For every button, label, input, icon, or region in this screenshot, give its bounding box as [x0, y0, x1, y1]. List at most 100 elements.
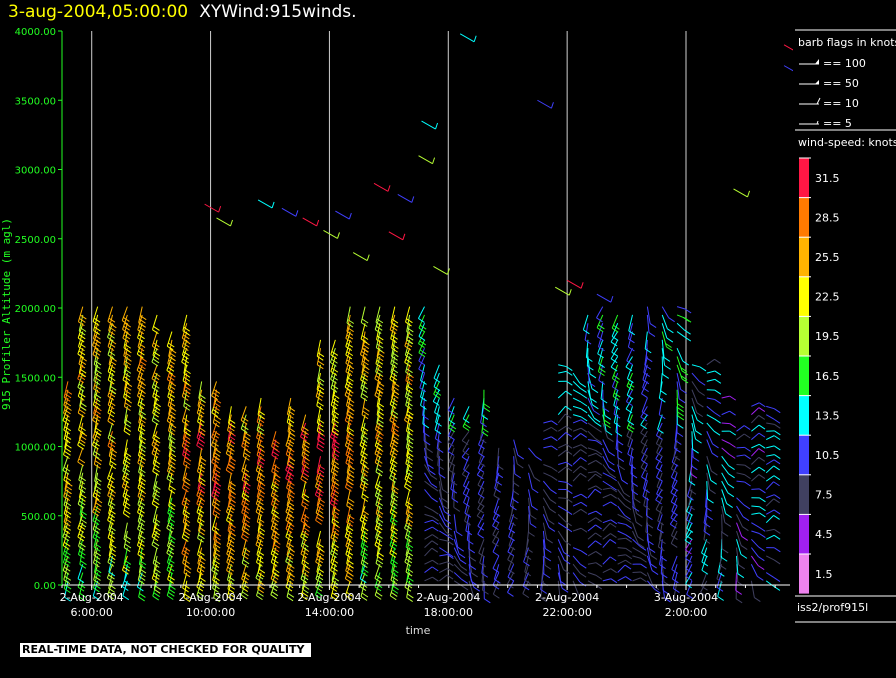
wind-barb — [751, 475, 765, 482]
wind-barb — [558, 539, 570, 556]
wind-barb — [558, 381, 572, 385]
y-axis: 0.00500.001000.001500.002000.002500.0030… — [15, 27, 62, 592]
wind-barb — [766, 581, 780, 591]
wind-barb — [425, 506, 439, 514]
barb-legend-label: == 50 — [823, 77, 859, 90]
speed-bin-swatch — [799, 158, 809, 198]
y-tick-label: 2500.00 — [15, 235, 56, 246]
wind-barb — [558, 489, 572, 493]
x-tick-time: 10:00:00 — [186, 606, 235, 619]
wind-barb — [766, 446, 780, 450]
wind-barb — [139, 581, 146, 601]
wind-barb — [301, 506, 309, 525]
wind-barb — [573, 458, 586, 465]
wind-barb — [588, 573, 602, 580]
x-tick-time: 22:00:00 — [542, 606, 591, 619]
speed-bin-label: 28.5 — [815, 211, 840, 224]
wind-barb — [751, 403, 765, 407]
x-tick-time: 2:00:00 — [665, 606, 707, 619]
wind-barb — [766, 460, 780, 465]
wind-barb — [212, 481, 220, 499]
wind-barb — [611, 332, 618, 346]
x-axis-label: time — [406, 624, 431, 637]
wind-barb — [751, 433, 765, 439]
wind-barb — [751, 523, 765, 532]
wind-barb — [425, 514, 439, 520]
wind-barb — [258, 573, 266, 593]
wind-barb — [425, 535, 439, 540]
wind-barb — [588, 533, 602, 539]
wind-barb — [766, 423, 780, 428]
wind-barb — [212, 423, 220, 441]
wind-barb — [558, 426, 572, 431]
wind-barb — [766, 529, 780, 533]
wind-barb — [722, 396, 736, 400]
wind-barb — [707, 359, 721, 364]
wind-barb — [707, 379, 721, 383]
wind-barb — [737, 498, 750, 509]
barb-legend-label: == 5 — [823, 117, 852, 130]
wind-barb — [494, 564, 500, 583]
wind-barb — [588, 551, 602, 555]
speed-bin-swatch — [799, 356, 809, 396]
wind-barb — [78, 307, 86, 326]
speed-bin-swatch — [799, 277, 809, 317]
speed-legend-title: wind-speed: knots — [798, 136, 896, 149]
wind-barb — [425, 481, 439, 491]
wind-barb — [317, 365, 324, 386]
wind-barb — [784, 45, 793, 53]
wind-barb — [439, 575, 453, 581]
x-tick-time: 14:00:00 — [305, 606, 354, 619]
wind-barb — [425, 520, 439, 524]
speed-bin-swatch — [799, 396, 809, 436]
speed-bin-swatch — [799, 198, 809, 238]
wind-barb — [722, 514, 728, 536]
wind-barb — [597, 294, 613, 302]
wind-barb — [286, 456, 294, 474]
wind-barb — [205, 204, 221, 212]
wind-barb — [588, 525, 602, 531]
barb-legend-title: barb flags in knots — [798, 36, 896, 49]
x-tick-date: 3-Aug-2004 — [654, 591, 718, 604]
wind-barb — [573, 573, 586, 587]
wind-barb — [463, 406, 469, 422]
wind-barb — [784, 66, 793, 74]
wind-barb — [323, 230, 339, 238]
wind-barb — [692, 423, 702, 443]
wind-barb — [642, 440, 648, 457]
wind-barb — [707, 398, 721, 404]
wind-barb — [152, 315, 159, 334]
wind-barb — [465, 498, 471, 517]
wind-barb — [603, 534, 617, 540]
wind-barb — [588, 489, 601, 498]
wind-barb — [603, 557, 616, 564]
wind-barb — [692, 440, 699, 462]
wind-barb — [405, 332, 413, 350]
wind-barb — [628, 406, 634, 425]
wind-barb — [603, 440, 615, 456]
wind-barb — [588, 541, 601, 548]
wind-barb — [258, 398, 265, 419]
speed-bin-swatch — [799, 237, 809, 277]
x-tick-date: 2-Aug-2004 — [416, 591, 480, 604]
wind-barb — [558, 506, 572, 515]
x-tick-date: 2-Aug-2004 — [535, 591, 599, 604]
wind-barb — [588, 563, 602, 567]
speed-bin-label: 10.5 — [815, 449, 840, 462]
wind-barb — [618, 498, 631, 510]
wind-barb — [558, 450, 572, 456]
wind-barb — [588, 474, 601, 481]
wind-barb — [184, 356, 191, 377]
wind-barb — [543, 506, 554, 524]
speed-bin-label: 7.5 — [815, 489, 833, 502]
wind-barb — [737, 531, 748, 550]
wind-barb — [751, 448, 764, 456]
wind-barb — [766, 495, 780, 499]
wind-barb — [558, 391, 571, 398]
wind-barb — [558, 433, 571, 440]
wind-barb — [573, 433, 587, 439]
wind-barb — [543, 465, 557, 472]
wind-barb — [124, 440, 131, 461]
wind-barb — [603, 569, 617, 573]
wind-barb — [573, 528, 587, 532]
